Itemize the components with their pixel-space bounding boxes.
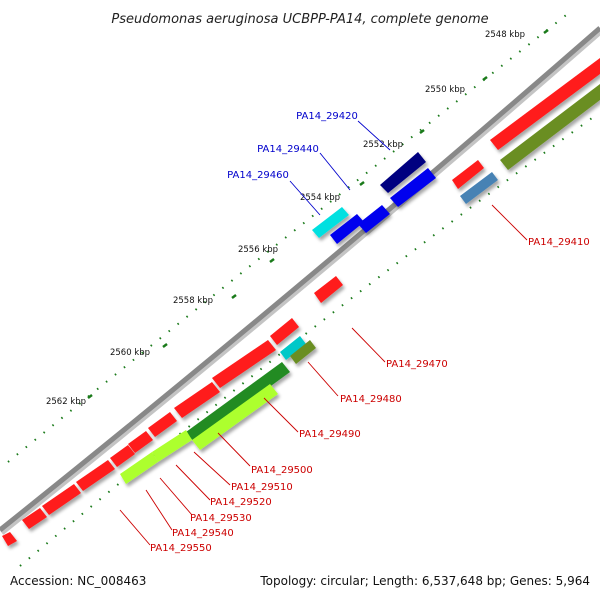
tick-2550	[482, 76, 488, 81]
leader-line	[217, 432, 251, 467]
gene-feature	[76, 460, 115, 491]
kbp-label-2548: 2548 kbp	[485, 30, 525, 40]
gene-feature	[152, 430, 192, 462]
kbp-label-2560: 2560 kbp	[110, 348, 150, 358]
leader-line	[159, 477, 193, 516]
tick-2562	[87, 394, 93, 399]
leader-line	[351, 327, 386, 363]
gene-feature	[452, 160, 484, 189]
gene-label-pa14-29540: PA14_29540	[172, 528, 234, 539]
gene-feature	[460, 172, 498, 204]
genome-backbone	[0, 26, 600, 532]
gene-feature	[110, 445, 135, 467]
gene-feature	[22, 508, 47, 529]
leader-line	[193, 451, 231, 486]
gene-label-pa14-29420: PA14_29420	[296, 111, 358, 122]
genome-summary-text: Topology: circular; Length: 6,537,648 bp…	[259, 574, 590, 588]
kbp-label-2550: 2550 kbp	[425, 85, 465, 95]
tick-2560	[162, 343, 168, 348]
kbp-label-2554: 2554 kbp	[300, 193, 340, 203]
genome-backbone-shadow	[0, 28, 600, 535]
gene-label-pa14-29510: PA14_29510	[231, 482, 293, 493]
tick-2552	[419, 129, 425, 134]
gene-feature	[312, 207, 349, 238]
gene-label-pa14-29520: PA14_29520	[210, 497, 272, 508]
gene-feature	[2, 532, 17, 546]
gene-label-pa14-29440: PA14_29440	[257, 144, 319, 155]
gene-feature	[314, 276, 343, 303]
gene-feature	[290, 340, 316, 364]
accession-text: Accession: NC_008463	[10, 574, 146, 588]
gene-label-pa14-29460: PA14_29460	[227, 170, 289, 181]
leader-line	[319, 152, 351, 191]
gene-feature	[192, 384, 278, 450]
gene-label-pa14-29470: PA14_29470	[386, 359, 448, 370]
gene-label-pa14-29550: PA14_29550	[150, 543, 212, 554]
leader-line	[307, 361, 339, 397]
gene-feature	[500, 84, 600, 170]
tick-2558	[231, 294, 237, 299]
forward-genes	[2, 58, 600, 546]
kbp-label-2562: 2562 kbp	[46, 397, 86, 407]
tick-2554	[359, 181, 365, 186]
gene-feature	[490, 58, 600, 150]
major-ticks	[87, 29, 549, 399]
gene-feature	[270, 318, 299, 345]
leader-line	[263, 397, 299, 433]
gene-feature	[174, 382, 220, 418]
gene-feature	[186, 362, 290, 442]
gene-feature	[212, 340, 276, 388]
gene-label-pa14-29500: PA14_29500	[251, 465, 313, 476]
kbp-label-2552: 2552 kbp	[363, 140, 403, 150]
red-leader-lines	[119, 204, 528, 546]
gene-feature	[120, 452, 158, 484]
gene-label-pa14-29480: PA14_29480	[340, 394, 402, 405]
gene-feature	[148, 412, 177, 437]
gene-feature	[390, 168, 436, 207]
kbp-label-2558: 2558 kbp	[173, 296, 213, 306]
leader-line	[357, 120, 391, 151]
gene-feature	[42, 484, 81, 515]
kbp-label-2556: 2556 kbp	[238, 245, 278, 255]
gene-label-pa14-29530: PA14_29530	[190, 513, 252, 524]
reverse-genes	[120, 84, 600, 484]
blue-leader-lines	[289, 120, 391, 216]
leader-line	[175, 464, 211, 501]
leader-line	[491, 204, 528, 241]
inner-dotted-ring	[19, 117, 593, 567]
genome-title: Pseudomonas aeruginosa UCBPP-PA14, compl…	[111, 12, 488, 27]
gene-label-pa14-29410: PA14_29410	[528, 237, 590, 248]
leader-line	[119, 509, 151, 546]
gene-feature	[280, 336, 306, 360]
gene-feature	[358, 205, 390, 233]
gene-feature	[128, 431, 153, 453]
gene-feature	[330, 214, 364, 244]
tick-2548	[543, 29, 549, 34]
gene-label-pa14-29490: PA14_29490	[299, 429, 361, 440]
leader-line	[289, 180, 321, 216]
leader-line	[145, 489, 173, 531]
gene-feature	[380, 152, 426, 193]
tick-2556	[269, 258, 275, 263]
